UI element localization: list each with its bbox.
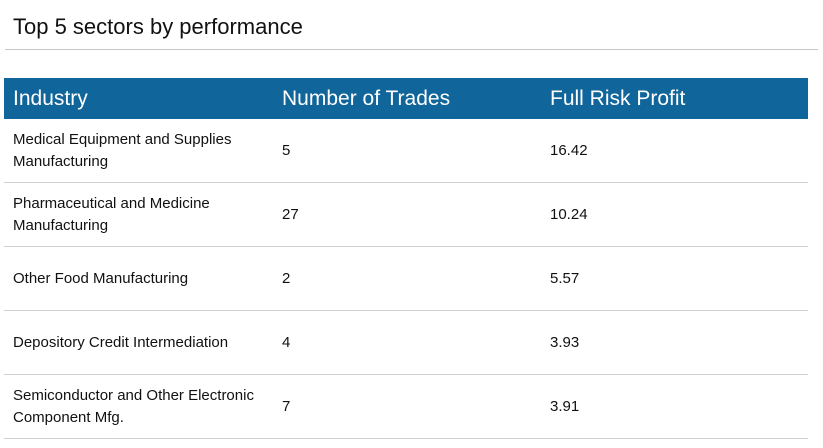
table-header: Industry Number of Trades Full Risk Profit	[4, 78, 808, 119]
column-header: Industry	[13, 86, 88, 110]
table-cell: 10.24	[550, 205, 588, 223]
table-row: Medical Equipment and Supplies Manufactu…	[4, 119, 808, 183]
table-cell: Pharmaceutical and Medicine Manufacturin…	[13, 194, 210, 234]
table-cell: Depository Credit Intermediation	[13, 333, 229, 351]
table-row: Depository Credit Intermediation 4 3.93	[4, 311, 808, 375]
column-header: Full Risk Profit	[550, 86, 686, 110]
table-cell: Semiconductor and Other Electronic Compo…	[13, 386, 254, 426]
table-row: Other Food Manufacturing 2 5.57	[4, 247, 808, 311]
page-title: Top 5 sectors by performance	[13, 14, 303, 39]
table-cell: 3.91	[550, 397, 580, 415]
table-cell: 27	[282, 205, 299, 223]
table-cell: 4	[282, 333, 291, 351]
table-cell: 7	[282, 397, 291, 415]
table-row: Semiconductor and Other Electronic Compo…	[4, 375, 808, 439]
table-cell: 5	[282, 141, 291, 159]
table-cell: 16.42	[550, 141, 588, 159]
table-cell: 2	[282, 269, 291, 287]
column-header: Number of Trades	[282, 86, 451, 110]
table-cell: 5.57	[550, 269, 580, 287]
table-cell: Other Food Manufacturing	[13, 269, 189, 287]
table-cell: Medical Equipment and Supplies Manufactu…	[13, 130, 232, 170]
table-cell: 3.93	[550, 333, 580, 351]
divider	[5, 49, 818, 50]
table: Industry Number of Trades Full Risk Profit…	[4, 78, 808, 439]
table-row: Pharmaceutical and Medicine Manufacturin…	[4, 183, 808, 247]
